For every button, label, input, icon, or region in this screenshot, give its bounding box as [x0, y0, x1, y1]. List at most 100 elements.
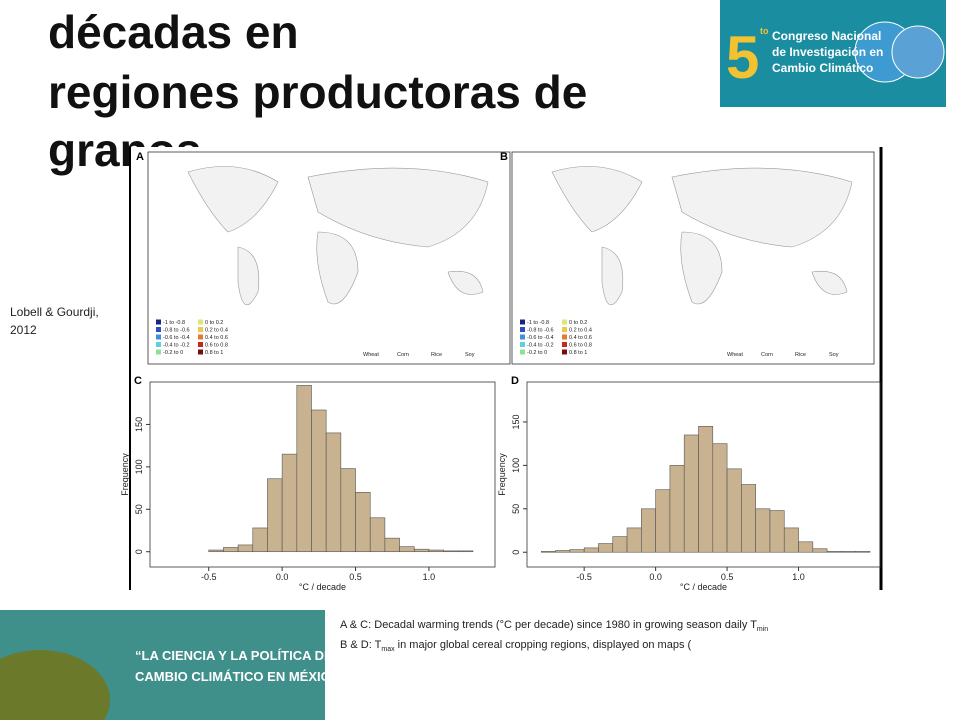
y-tick-label: 100 — [134, 459, 144, 474]
bar — [252, 527, 268, 553]
crop-label: Soy — [829, 352, 839, 358]
logo-text: de Investigación en — [772, 45, 883, 59]
panel-label: A — [136, 151, 144, 163]
legend-swatch — [198, 327, 203, 332]
continent — [680, 231, 723, 305]
legend-swatch — [156, 327, 161, 332]
crop-label: Soy — [465, 352, 475, 358]
x-tick-label: -0.5 — [201, 572, 217, 582]
bar — [540, 551, 556, 553]
bar — [798, 541, 814, 553]
legend-swatch — [520, 334, 525, 340]
legend-label: -0.6 to -0.4 — [527, 335, 554, 341]
legend-label: -0.6 to -0.4 — [163, 335, 190, 341]
plot-frame — [526, 381, 881, 568]
bar — [626, 527, 642, 553]
caption: A & C: Decadal warming trends (°C per de… — [340, 619, 768, 633]
continent — [307, 167, 489, 248]
continent — [601, 246, 624, 305]
bar — [826, 551, 842, 553]
x-tick-label: 0.5 — [349, 572, 362, 582]
panel-label: D — [511, 375, 519, 387]
y-tick-label: 150 — [134, 417, 144, 432]
bar — [355, 492, 371, 553]
x-tick-label: 1.0 — [792, 572, 805, 582]
citation: Lobell & Gourdji, — [10, 305, 99, 319]
bar — [457, 550, 474, 553]
y-tick-label: 0 — [134, 549, 144, 554]
x-tick-label: 1.0 — [423, 572, 436, 582]
legend-label: 0.2 to 0.4 — [205, 328, 228, 334]
bar — [812, 548, 828, 553]
caption-sub: min — [757, 626, 768, 633]
caption: B & D: Tmax in major global cereal cropp… — [340, 639, 691, 653]
bar — [741, 484, 756, 553]
bar — [769, 510, 785, 553]
legend-label: 0.8 to 1 — [205, 350, 223, 356]
x-axis-label: °C / decade — [680, 582, 727, 592]
legend-label: -0.8 to -0.6 — [527, 328, 554, 334]
bar — [841, 551, 857, 553]
x-axis-label: °C / decade — [299, 582, 346, 592]
bar — [583, 547, 599, 553]
citation: 2012 — [10, 323, 37, 337]
legend-label: 0 to 0.2 — [569, 320, 587, 326]
x-tick-label: 0.0 — [649, 572, 662, 582]
legend-swatch — [198, 319, 203, 325]
bar — [698, 425, 714, 553]
x-tick-label: -0.5 — [576, 572, 592, 582]
bar — [428, 549, 444, 553]
bar — [783, 527, 799, 553]
legend-swatch — [562, 319, 567, 325]
continent — [811, 270, 848, 295]
legend-swatch — [156, 319, 161, 325]
y-axis-label: Frequency — [497, 453, 507, 496]
bar — [296, 385, 312, 553]
crop-label: Corn — [397, 352, 409, 358]
legend-swatch — [562, 342, 567, 347]
bar — [281, 453, 298, 553]
legend-label: -0.4 to -0.2 — [527, 343, 554, 349]
bar — [443, 550, 459, 553]
banner-text: CAMBIO CLIMÁTICO EN MÉXICO” — [135, 669, 347, 684]
bar — [340, 468, 356, 553]
bar — [237, 544, 254, 553]
legend-swatch — [156, 334, 161, 340]
x-tick-label: 0.5 — [721, 572, 734, 582]
legend-label: -1 to -0.8 — [163, 320, 185, 326]
bar — [267, 478, 283, 553]
title-line: décadas en — [48, 6, 299, 58]
legend-label: 0.4 to 0.6 — [569, 335, 592, 341]
caption-part: in major global cereal cropping regions,… — [395, 639, 692, 651]
legend-swatch — [198, 349, 203, 355]
legend-swatch — [562, 334, 567, 340]
bar — [399, 546, 415, 553]
bar — [598, 543, 614, 553]
panel-label: B — [500, 151, 508, 163]
caption-sub: max — [381, 646, 395, 653]
y-tick-label: 100 — [511, 458, 521, 473]
bar — [369, 517, 386, 553]
banner-text: “LA CIENCIA Y LA POLÍTICA DEL — [135, 648, 341, 663]
y-tick-label: 150 — [511, 414, 521, 429]
logo-globe — [891, 25, 945, 79]
bar — [555, 550, 571, 553]
continent — [187, 166, 279, 233]
legend-label: -0.8 to -0.6 — [163, 328, 190, 334]
logo-text: Cambio Climático — [772, 61, 873, 75]
continent — [316, 231, 359, 305]
x-tick-label: 0.0 — [276, 572, 289, 582]
continent — [237, 246, 260, 305]
legend-swatch — [520, 342, 525, 347]
y-tick-label: 50 — [511, 504, 521, 514]
bar — [311, 409, 327, 553]
legend-swatch — [198, 334, 203, 340]
bar — [569, 549, 585, 553]
bar — [325, 432, 342, 553]
logo-sup: to — [760, 26, 769, 36]
legend-label: 0.2 to 0.4 — [569, 328, 592, 334]
legend-swatch — [562, 349, 567, 355]
title-line: regiones productoras de — [48, 66, 587, 118]
crop-label: Rice — [795, 352, 806, 358]
y-tick-label: 0 — [511, 550, 521, 555]
